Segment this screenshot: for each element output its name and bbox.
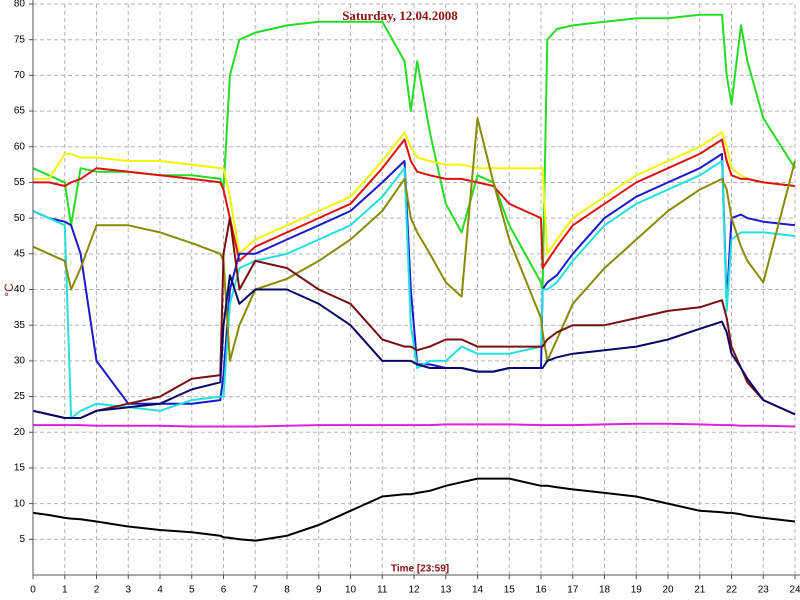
y-tick-label: 50 [14, 213, 26, 224]
y-tick-label: 45 [14, 248, 26, 259]
x-tick-label: 8 [284, 585, 290, 596]
series-line [32, 117, 796, 362]
x-tick-label: 7 [252, 585, 258, 596]
y-tick-label: 80 [14, 0, 26, 10]
x-tick-label: 15 [504, 585, 516, 596]
y-tick-label: 15 [14, 463, 26, 474]
chart-title: Saturday, 12.04.2008 [342, 8, 458, 23]
x-tick-label: 2 [94, 585, 100, 596]
x-tick-label: 12 [408, 585, 420, 596]
series-line [32, 274, 796, 419]
series-line [33, 138, 796, 270]
x-tick-label: 22 [726, 585, 738, 596]
x-tick-label: 19 [631, 585, 643, 596]
series-line [32, 217, 796, 419]
x-tick-label: 21 [694, 585, 706, 596]
x-axis-label: Time [23:59] [391, 564, 449, 575]
plot-lines [32, 13, 796, 542]
y-tick-label: 75 [14, 34, 26, 45]
x-tick-label: 24 [789, 585, 800, 596]
x-tick-label: 18 [599, 585, 611, 596]
x-tick-label: 17 [567, 585, 579, 596]
y-tick-label: 30 [14, 356, 26, 367]
x-tick-label: 11 [377, 585, 388, 596]
series-line [33, 422, 796, 428]
y-tick-label: 25 [14, 391, 26, 402]
y-tick-label: 10 [14, 498, 26, 509]
x-tick-label: 14 [472, 585, 484, 596]
x-tick-label: 13 [440, 585, 452, 596]
y-tick-label: 60 [14, 141, 26, 152]
y-tick-label: 40 [14, 284, 26, 295]
x-tick-label: 9 [316, 585, 322, 596]
x-tick-label: 0 [30, 585, 36, 596]
y-tick-label: 5 [19, 534, 25, 545]
y-tick-label: 65 [14, 106, 26, 117]
x-tick-label: 16 [535, 585, 547, 596]
x-tick-label: 6 [221, 585, 227, 596]
y-tick-label: 20 [14, 427, 26, 438]
x-tick-label: 23 [758, 585, 770, 596]
y-tick-label: 55 [14, 177, 26, 188]
y-tick-label: 70 [14, 70, 26, 81]
x-tick-label: 1 [62, 585, 68, 596]
x-tick-label: 4 [157, 585, 163, 596]
x-tick-label: 10 [345, 585, 357, 596]
x-tick-label: 3 [125, 585, 131, 596]
series-line [32, 160, 796, 419]
series-line [33, 131, 796, 255]
y-tick-label: 35 [14, 320, 26, 331]
x-tick-label: 20 [662, 585, 674, 596]
y-axis-label: °C [2, 283, 16, 297]
x-tick-label: 5 [189, 585, 195, 596]
series-line [32, 477, 796, 542]
